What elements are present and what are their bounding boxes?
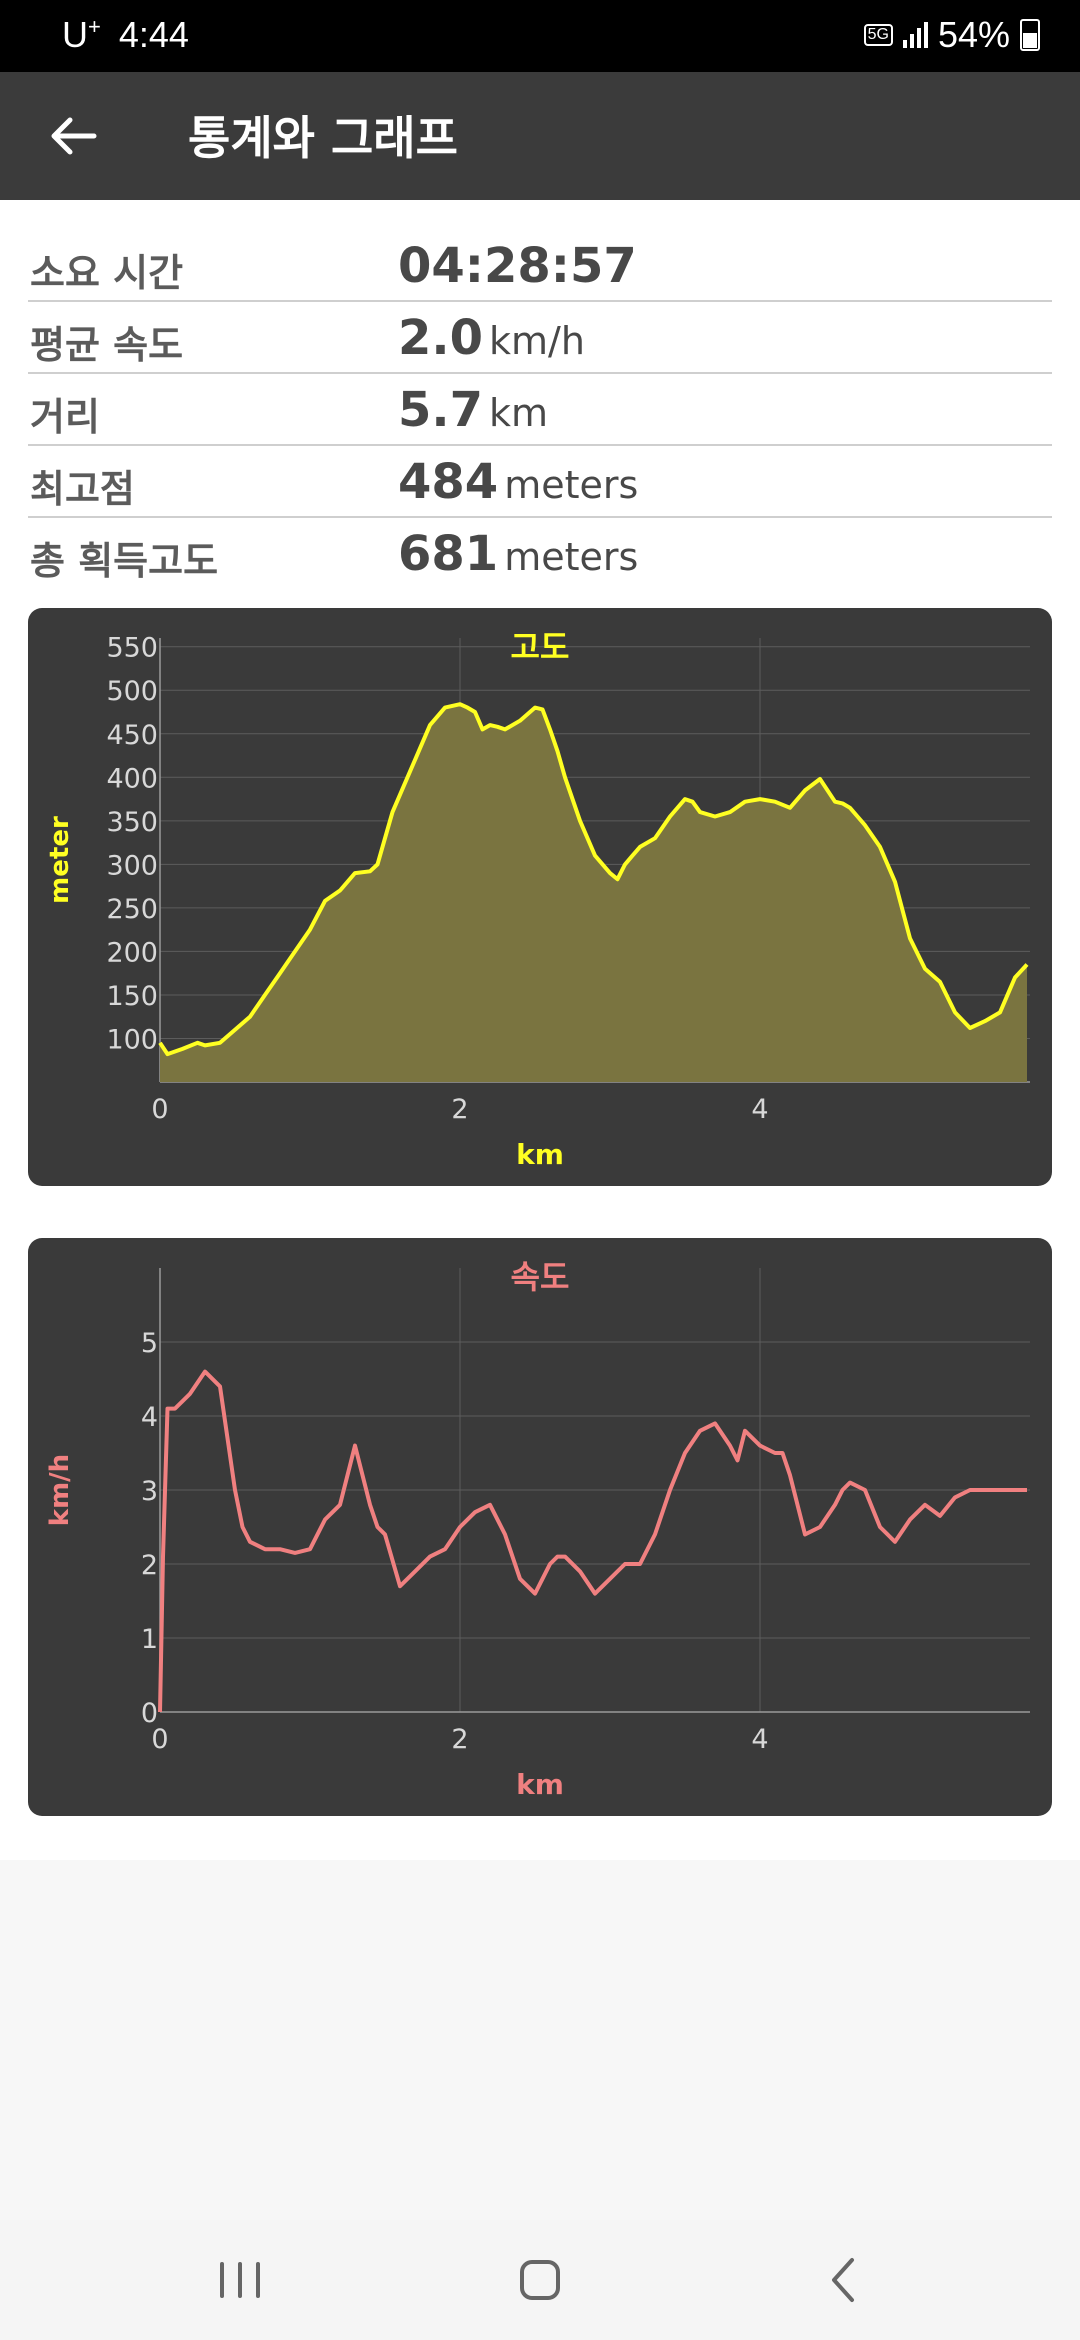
stat-label: 거리 [30,395,100,439]
y-tick-label: 4 [141,1402,158,1433]
signal-icon [902,22,928,48]
home-icon [520,2260,560,2300]
y-tick-label: 200 [106,937,158,968]
stat-number: 04:28:57 [398,238,637,294]
stat-unit: meters [504,463,639,507]
stat-label: 총 획득고도 [30,539,219,583]
carrier-label: U [62,14,88,55]
y-tick-label: 250 [106,894,158,925]
y-tick-label: 2 [141,1550,158,1581]
stat-number: 5.7 [398,382,484,438]
status-left: U+ 4:44 [62,14,189,56]
y-tick-label: 350 [106,807,158,838]
stat-number: 484 [398,454,499,510]
stat-row-max-elevation: 최고점 484 meters [28,446,1052,518]
speed-line [158,1369,1027,1713]
stat-unit: km [489,391,549,435]
elevation-chart-card: 100 150 200 250 300 350 400 450 500 550 0 2 4 고도 km met… [28,608,1052,1186]
y-tick-label: 400 [106,763,158,794]
y-tick-label: 500 [106,676,158,707]
y-axis-label: km/h [45,1454,75,1526]
home-button[interactable] [500,2250,580,2310]
page-title: 통계와 그래프 [188,111,458,165]
network-5g-icon: 5G [863,24,893,46]
app-bar: 통계와 그래프 [0,72,1080,200]
stat-value: 5.7 km [398,382,548,438]
elevation-chart: 100 150 200 250 300 350 400 450 500 550 0 2 4 고도 km met… [45,628,1030,1171]
stat-row-distance: 거리 5.7 km [28,374,1052,446]
recent-apps-icon [220,2262,260,2298]
status-bar: U+ 4:44 5G 54% [0,0,1080,72]
status-time: 4:44 [118,14,189,55]
y-tick-label: 150 [106,981,158,1012]
recent-apps-button[interactable] [200,2250,280,2310]
y-tick-label: 100 [106,1024,158,1055]
chart-title: 고도 [511,628,570,666]
y-tick-label: 550 [106,633,158,664]
stat-value: 681 meters [398,526,638,582]
x-tick-label: 4 [751,1094,768,1125]
stat-row-duration: 소요 시간 04:28:57 [28,230,1052,302]
battery-percent: 54% [937,14,1010,55]
speed-chart-card: 0 1 2 3 4 5 0 2 4 속도 km km/h [28,1238,1052,1816]
stat-row-total-ascent: 총 획득고도 681 meters [28,518,1052,588]
battery-icon [1020,19,1040,51]
y-tick-label: 300 [106,850,158,881]
x-tick-label: 0 [151,1724,168,1755]
chart-title: 속도 [511,1258,570,1296]
back-chevron-icon [832,2258,854,2302]
stat-value: 2.0 km/h [398,310,585,366]
stats-table: 소요 시간 04:28:57 평균 속도 2.0 km/h 거리 5.7 km 최고… [28,230,1052,588]
stat-row-avg-speed: 평균 속도 2.0 km/h [28,302,1052,374]
stat-label: 최고점 [30,467,135,511]
x-axis-label: km [516,1768,564,1801]
stat-unit: meters [504,535,639,579]
stat-number: 2.0 [398,310,484,366]
y-tick-label: 5 [141,1328,158,1359]
back-nav-button[interactable] [806,2250,886,2310]
y-tick-label: 450 [106,720,158,751]
stat-label: 소요 시간 [30,251,184,295]
x-tick-label: 2 [451,1724,468,1755]
back-button[interactable] [46,108,102,164]
y-tick-label: 1 [141,1624,158,1655]
carrier-sup: + [88,14,101,39]
y-axis-label: meter [45,816,75,904]
y-tick-label: 0 [141,1698,158,1729]
x-tick-label: 4 [751,1724,768,1755]
stat-unit: km/h [489,319,585,363]
system-nav-bar [0,2220,1080,2340]
status-right: 5G 54% [863,14,1040,56]
speed-chart: 0 1 2 3 4 5 0 2 4 속도 km km/h [45,1258,1030,1801]
back-arrow-icon [51,117,97,155]
stat-value: 04:28:57 [398,238,637,294]
stat-number: 681 [398,526,499,582]
stat-label: 평균 속도 [30,323,184,367]
elevation-area-fill [160,704,1027,1082]
x-tick-label: 2 [451,1094,468,1125]
x-axis-label: km [516,1138,564,1171]
elevation-line [158,702,1029,1057]
x-tick-label: 0 [151,1094,168,1125]
stats-content: 소요 시간 04:28:57 평균 속도 2.0 km/h 거리 5.7 km 최고… [0,200,1080,1860]
y-tick-label: 3 [141,1476,158,1507]
stat-value: 484 meters [398,454,638,510]
